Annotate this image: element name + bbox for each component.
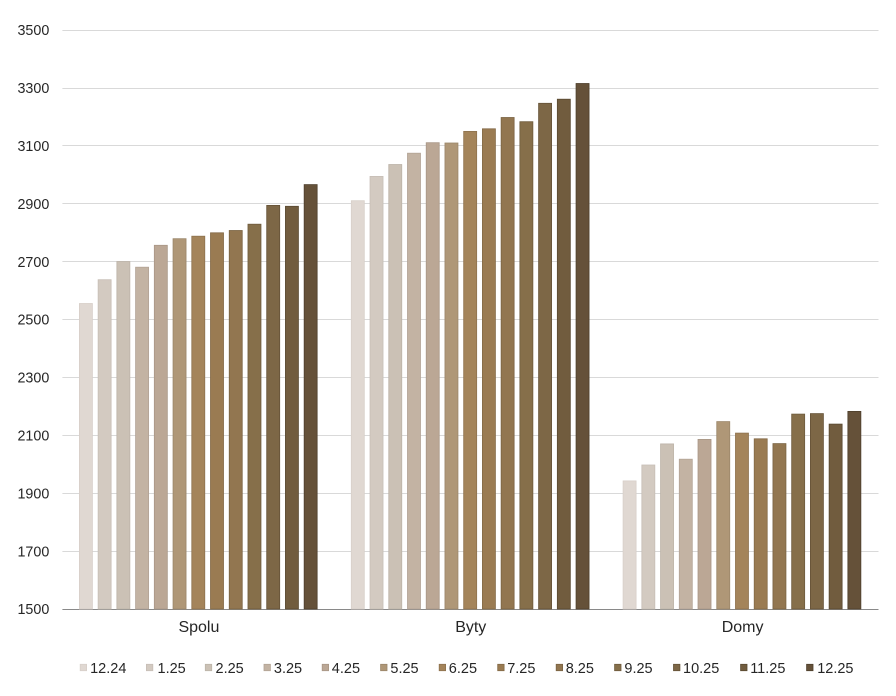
svg-text:1500: 1500	[17, 602, 49, 618]
svg-text:1700: 1700	[17, 544, 49, 560]
svg-text:9.25: 9.25	[624, 661, 652, 677]
svg-text:5.25: 5.25	[390, 661, 418, 677]
svg-text:2700: 2700	[17, 255, 49, 271]
svg-text:12.24: 12.24	[90, 661, 126, 677]
svg-text:2.25: 2.25	[216, 661, 244, 677]
svg-text:Spolu: Spolu	[178, 619, 219, 636]
svg-text:7.25: 7.25	[507, 661, 535, 677]
svg-text:12.25: 12.25	[817, 661, 853, 677]
svg-text:2300: 2300	[17, 371, 49, 387]
svg-text:3.25: 3.25	[274, 661, 302, 677]
svg-text:11.25: 11.25	[750, 661, 785, 677]
svg-text:Domy: Domy	[722, 619, 764, 636]
svg-text:1.25: 1.25	[158, 661, 186, 677]
svg-text:2100: 2100	[17, 429, 49, 445]
svg-text:4.25: 4.25	[332, 661, 360, 677]
svg-text:10.25: 10.25	[683, 661, 719, 677]
svg-text:1900: 1900	[17, 486, 49, 502]
svg-text:2900: 2900	[17, 197, 49, 213]
svg-text:2500: 2500	[17, 313, 49, 329]
svg-text:Byty: Byty	[455, 619, 486, 636]
svg-text:8.25: 8.25	[566, 661, 594, 677]
svg-text:3300: 3300	[17, 81, 49, 97]
svg-text:6.25: 6.25	[449, 661, 477, 677]
svg-text:3500: 3500	[17, 23, 49, 39]
svg-text:3100: 3100	[17, 139, 49, 155]
